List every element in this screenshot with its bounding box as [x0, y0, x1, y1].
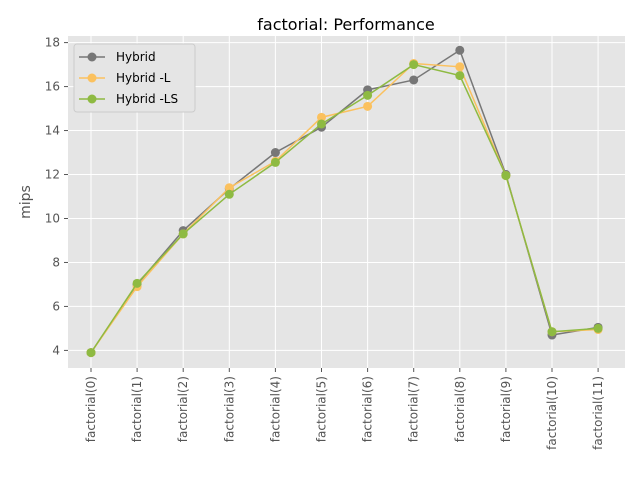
x-tick-label: factorial(9)	[499, 376, 513, 442]
legend: Hybrid Hybrid -L Hybrid -LS	[73, 43, 196, 113]
legend-item: Hybrid -LS	[79, 92, 178, 106]
data-point	[547, 327, 557, 337]
y-tick-label: 16	[45, 80, 60, 94]
data-point	[455, 45, 465, 55]
y-tick-label: 14	[45, 124, 60, 138]
y-tick-label: 8	[52, 255, 60, 269]
data-point	[224, 189, 234, 199]
legend-marker	[87, 52, 97, 62]
x-tick-label: factorial(2)	[176, 376, 190, 442]
legend-item: Hybrid	[79, 50, 156, 64]
legend-marker	[87, 73, 97, 83]
legend-label: Hybrid -L	[116, 71, 171, 85]
data-point	[409, 75, 419, 85]
y-axis: 4 6 8 10 12 14 16 18	[45, 36, 68, 357]
data-point	[501, 171, 511, 181]
series-line	[90, 63, 599, 354]
legend-box	[73, 43, 196, 113]
legend-marker	[87, 94, 97, 104]
x-axis: factorial(0) factorial(1) factorial(2) fact…	[84, 368, 605, 450]
x-tick-label: factorial(10)	[545, 376, 559, 450]
y-tick-label: 4	[52, 343, 60, 357]
series-layer	[86, 45, 603, 358]
data-point	[455, 71, 465, 81]
x-tick-label: factorial(4)	[268, 376, 282, 442]
y-tick-label: 18	[45, 36, 60, 50]
y-tick-label: 12	[45, 168, 60, 182]
legend-label: Hybrid -LS	[116, 92, 178, 106]
data-point	[317, 119, 326, 129]
data-point	[224, 183, 234, 193]
x-tick-label: factorial(5)	[315, 376, 329, 442]
data-point	[317, 112, 326, 122]
x-tick-label: factorial(8)	[453, 376, 467, 442]
data-point	[86, 348, 96, 358]
x-tick-label: factorial(7)	[407, 376, 421, 442]
x-tick-label: factorial(3)	[222, 376, 236, 442]
data-point	[363, 90, 373, 100]
data-point	[270, 157, 280, 167]
y-tick-label: 10	[45, 211, 60, 225]
chart-title: factorial: Performance	[257, 15, 434, 34]
series-2	[86, 60, 603, 358]
x-tick-label: factorial(11)	[591, 376, 605, 450]
data-point	[363, 101, 373, 111]
x-tick-label: factorial(6)	[361, 376, 375, 442]
legend-label: Hybrid	[116, 50, 156, 64]
data-point	[409, 60, 419, 70]
legend-item: Hybrid -L	[79, 71, 171, 85]
data-point	[593, 323, 603, 333]
data-point	[178, 229, 188, 239]
data-point	[455, 62, 465, 72]
x-tick-label: factorial(0)	[84, 376, 98, 442]
data-point	[132, 278, 142, 288]
x-tick-label: factorial(1)	[130, 376, 144, 442]
y-tick-label: 6	[52, 299, 60, 313]
data-point	[270, 148, 280, 158]
y-axis-label: mips	[18, 185, 34, 219]
